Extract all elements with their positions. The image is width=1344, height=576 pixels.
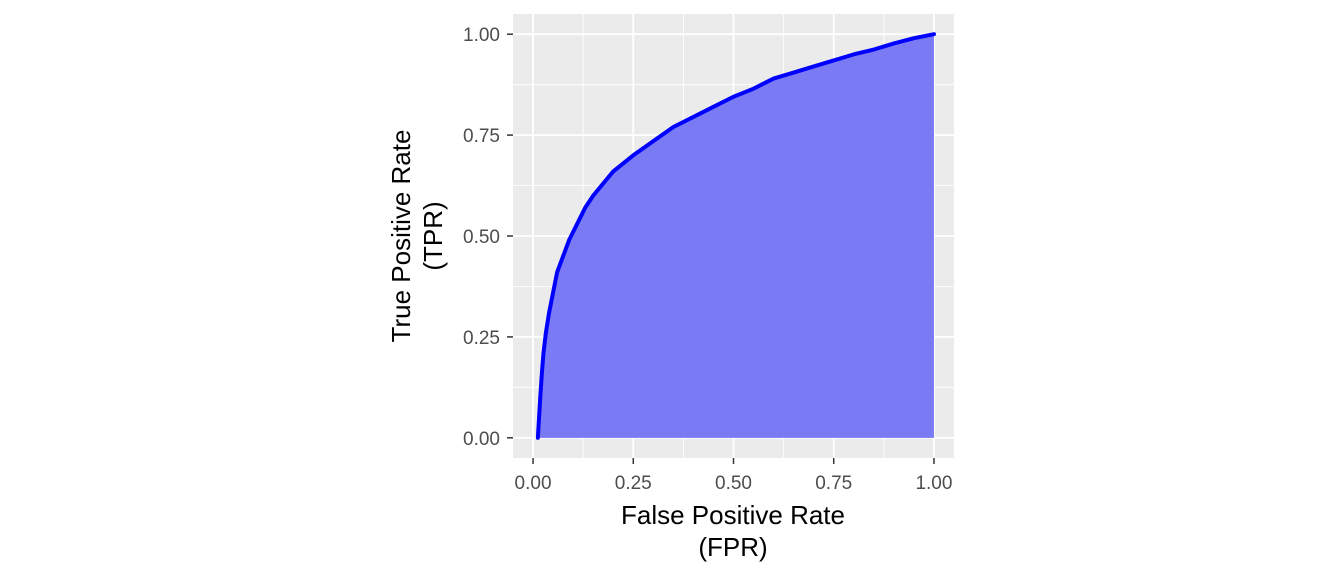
x-tick-label: 0.25 [615, 473, 652, 494]
tick-marks [507, 33, 935, 464]
x-tick-label: 0.75 [815, 473, 852, 494]
y-tick-label: 0.50 [463, 227, 500, 248]
y-tick-label: 0.00 [463, 429, 500, 450]
tick-labels: 0.00 0.25 0.50 0.75 1.00 0.00 0.25 0.50 0.75 1.00 [463, 25, 952, 494]
y-tick-label: 0.25 [463, 328, 500, 349]
roc-curve-line [535, 32, 936, 440]
x-tick-label: 1.00 [915, 473, 952, 494]
x-tick-label: 0.50 [715, 473, 752, 494]
y-axis-title-line2: (TPR) [418, 201, 448, 270]
x-tick-label: 0.00 [515, 473, 552, 494]
series-layer [535, 32, 936, 440]
y-tick-label: 0.75 [463, 126, 500, 147]
y-axis-title-line1: True Positive Rate [386, 130, 416, 343]
y-tick-label: 1.00 [463, 25, 500, 46]
roc-area-fill [537, 34, 934, 438]
x-axis-title-line1: False Positive Rate [621, 500, 845, 530]
x-axis-title-line2: (FPR) [698, 532, 767, 562]
